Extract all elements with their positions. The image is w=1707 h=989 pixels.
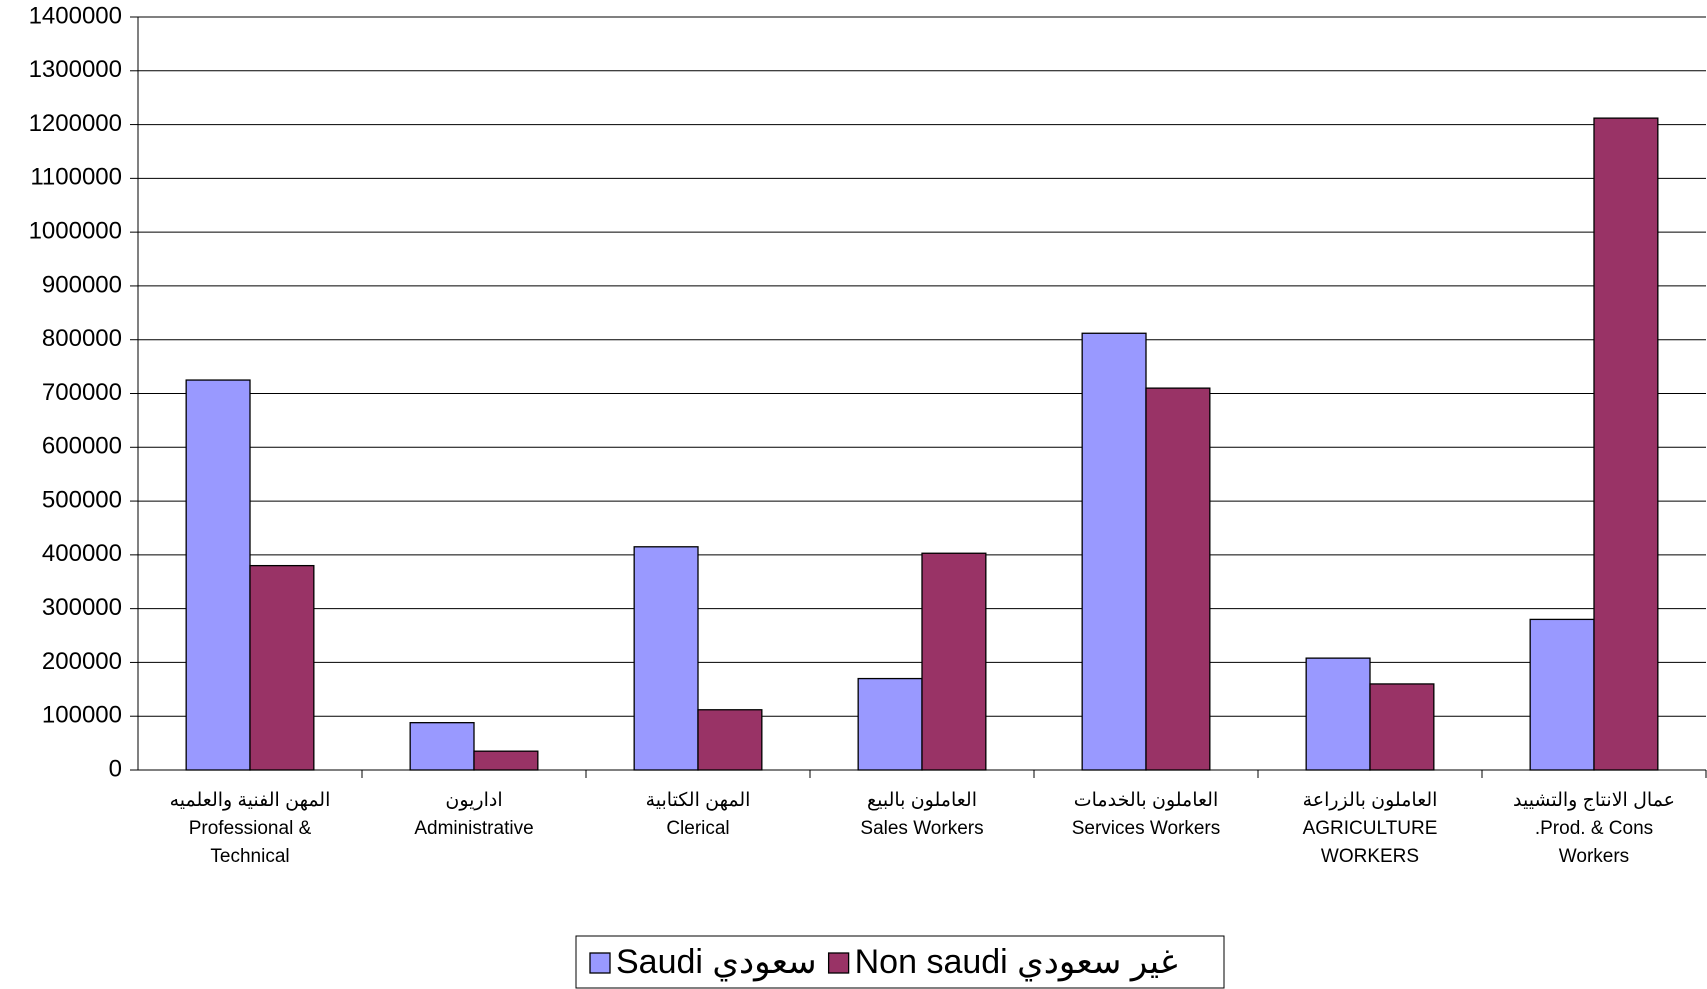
y-tick-label: 300000 <box>42 594 122 621</box>
y-tick-label: 1400000 <box>29 2 122 29</box>
bar <box>473 750 539 771</box>
y-tick-label: 500000 <box>42 486 122 513</box>
y-tick-label: 0 <box>109 755 122 782</box>
x-tick-label: Technical <box>210 846 289 867</box>
y-tick-label: 1200000 <box>29 110 122 137</box>
y-tick-label: 600000 <box>42 433 122 460</box>
x-tick-label: Sales Workers <box>860 818 983 839</box>
y-tick-label: 800000 <box>42 325 122 352</box>
bar <box>697 709 763 771</box>
x-tick-label: WORKERS <box>1321 846 1419 867</box>
y-tick-label: 100000 <box>42 702 122 729</box>
x-tick-label: اداريون <box>445 790 502 811</box>
x-tick-label: العاملون بالزراعة <box>1303 790 1438 811</box>
x-tick-label: العاملون بالبيع <box>867 790 977 811</box>
x-tick-label: Services Workers <box>1072 818 1221 839</box>
x-tick-label: عمال الانتاج والتشييد <box>1513 790 1675 811</box>
x-tick-label: Administrative <box>414 818 533 839</box>
legend-swatch <box>589 952 611 974</box>
x-tick-label: Workers <box>1559 846 1629 867</box>
legend-label: Non saudi غير سعودي <box>855 943 1178 982</box>
bar <box>1305 657 1371 771</box>
y-tick-label: 700000 <box>42 379 122 406</box>
x-tick-label: AGRICULTURE <box>1303 818 1438 839</box>
x-tick-label: Clerical <box>666 818 729 839</box>
legend-swatch <box>827 952 850 974</box>
legend-frame <box>575 935 1225 989</box>
bar <box>1593 117 1659 771</box>
y-tick-label: 900000 <box>42 271 122 298</box>
bar <box>857 677 923 771</box>
y-tick-label: 1000000 <box>29 217 122 244</box>
y-tick-label: 1100000 <box>30 164 122 191</box>
bar <box>249 564 315 771</box>
x-tick-label: العاملون بالخدمات <box>1074 790 1219 811</box>
bar <box>921 552 987 771</box>
bar <box>633 546 699 771</box>
bar <box>1145 387 1211 771</box>
y-tick-label: 400000 <box>42 540 122 567</box>
bar <box>409 722 475 771</box>
legend: Saudi سعودي Non saudi غير سعودي <box>575 935 1225 989</box>
bar <box>1529 618 1595 771</box>
bar <box>1081 332 1147 771</box>
bar <box>185 379 251 771</box>
x-tick-label: .Prod. & Cons <box>1535 818 1653 839</box>
x-tick-label: المهن الكتابية <box>646 790 751 811</box>
legend-label: Saudi سعودي <box>616 943 817 982</box>
y-tick-label: 200000 <box>42 648 122 675</box>
x-tick-label: Professional & <box>189 818 312 839</box>
bar <box>1369 683 1435 771</box>
y-tick-label: 1300000 <box>29 56 122 83</box>
x-tick-label: المهن الفنية والعلميه <box>170 790 331 811</box>
